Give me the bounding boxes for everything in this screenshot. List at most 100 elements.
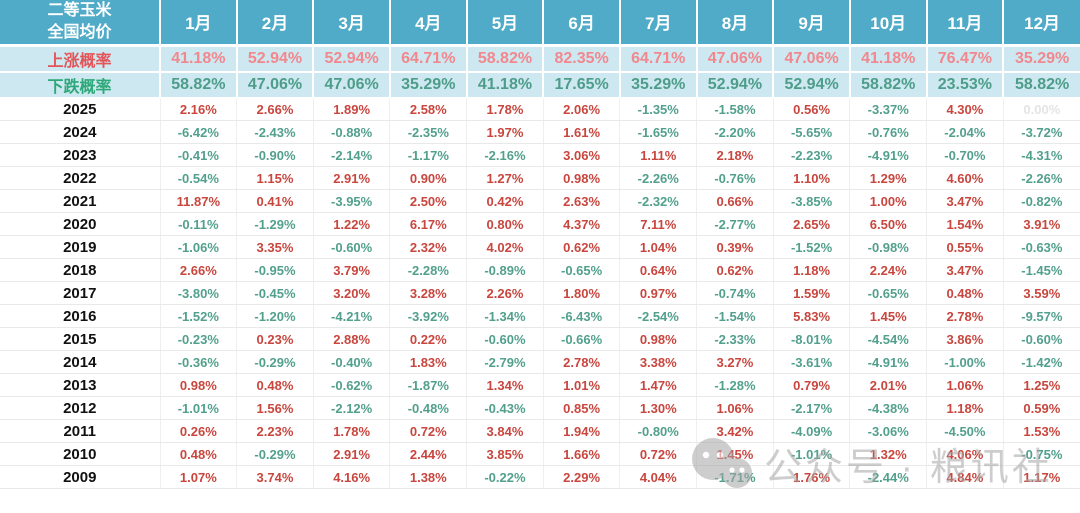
down-probability-value-m4: 35.29% [389, 71, 468, 99]
cell-2009-m3: 4.16% [313, 465, 391, 489]
year-label: 2018 [0, 258, 161, 282]
month-header-11: 11月 [926, 0, 1005, 47]
year-row-2025: 2025 2.16% 2.66% 1.89% 2.58% 1.78% 2.06% -1.35%… [0, 97, 1080, 121]
cell-2016-m6: -6.43% [543, 304, 621, 328]
cell-2022-m2: 1.15% [236, 166, 314, 190]
cell-2011-m7: -0.80% [619, 419, 698, 443]
cell-2011-m11: -4.50% [926, 419, 1004, 443]
month-header-6: 6月 [543, 0, 621, 47]
year-label: 2022 [0, 166, 161, 190]
cell-2016-m5: -1.34% [466, 304, 544, 328]
year-label: 2012 [0, 396, 161, 420]
cell-2025-m1: 2.16% [160, 97, 238, 121]
cell-2011-m6: 1.94% [543, 419, 621, 443]
down-probability-value-m12: 58.82% [1003, 71, 1080, 99]
cell-2014-m1: -0.36% [160, 350, 238, 374]
cell-2017-m12: 3.59% [1003, 281, 1080, 305]
cell-2018-m6: -0.65% [543, 258, 621, 282]
cell-2009-m4: 1.38% [389, 465, 468, 489]
year-label: 2013 [0, 373, 161, 397]
cell-2013-m3: -0.62% [313, 373, 391, 397]
cell-2016-m11: 2.78% [926, 304, 1004, 328]
cell-2010-m11: 4.06% [926, 442, 1004, 466]
cell-2021-m7: -2.32% [619, 189, 698, 213]
cell-2024-m5: 1.97% [466, 120, 544, 144]
cell-2024-m4: -2.35% [389, 120, 468, 144]
table-title-line1: 二等玉米 [47, 2, 112, 20]
cell-2010-m4: 2.44% [389, 442, 468, 466]
cell-2015-m6: -0.66% [543, 327, 621, 351]
cell-2023-m3: -2.14% [313, 143, 391, 167]
cell-2020-m11: 1.54% [926, 212, 1004, 236]
cell-2020-m5: 0.80% [466, 212, 544, 236]
cell-2018-m5: -0.89% [466, 258, 544, 282]
up-probability-value-m6: 82.35% [543, 45, 621, 73]
year-label: 2016 [0, 304, 161, 328]
year-label: 2009 [0, 465, 161, 489]
year-row-2020: 2020 -0.11% -1.29% 1.22% 6.17% 0.80% 4.37% 7.11… [0, 212, 1080, 236]
cell-2021-m4: 2.50% [389, 189, 468, 213]
cell-2021-m6: 2.63% [543, 189, 621, 213]
cell-2014-m2: -0.29% [236, 350, 314, 374]
year-label: 2011 [0, 419, 161, 443]
cell-2015-m9: -8.01% [773, 327, 851, 351]
down-probability-value-m5: 41.18% [466, 71, 545, 99]
cell-2019-m11: 0.55% [926, 235, 1004, 259]
cell-2015-m2: 0.23% [236, 327, 314, 351]
cell-2021-m1: 11.87% [160, 189, 238, 213]
cell-2014-m12: -1.42% [1003, 350, 1080, 374]
cell-2016-m2: -1.20% [236, 304, 314, 328]
cell-2018-m2: -0.95% [236, 258, 314, 282]
table-title: 二等玉米 全国均价 [0, 0, 161, 47]
cell-2011-m8: 3.42% [696, 419, 774, 443]
cell-2012-m8: 1.06% [696, 396, 774, 420]
table-title-line2: 全国均价 [47, 23, 112, 41]
up-probability-value-m3: 52.94% [313, 45, 391, 73]
cell-2009-m2: 3.74% [236, 465, 314, 489]
month-header-8: 8月 [696, 0, 775, 47]
cell-2021-m8: 0.66% [696, 189, 774, 213]
cell-2023-m6: 3.06% [543, 143, 621, 167]
up-probability-value-m4: 64.71% [389, 45, 468, 73]
year-row-2019: 2019 -1.06% 3.35% -0.60% 2.32% 4.02% 0.62% 1.04… [0, 235, 1080, 259]
cell-2011-m4: 0.72% [389, 419, 468, 443]
cell-2012-m4: -0.48% [389, 396, 468, 420]
cell-2024-m1: -6.42% [160, 120, 238, 144]
cell-2018-m10: 2.24% [849, 258, 928, 282]
cell-2023-m9: -2.23% [773, 143, 851, 167]
year-row-2023: 2023 -0.41% -0.90% -2.14% -1.17% -2.16% 3.06% 1… [0, 143, 1080, 167]
cell-2020-m3: 1.22% [313, 212, 391, 236]
month-header-2: 2月 [236, 0, 315, 47]
cell-2010-m2: -0.29% [236, 442, 314, 466]
cell-2010-m1: 0.48% [160, 442, 238, 466]
year-row-2024: 2024 -6.42% -2.43% -0.88% -2.35% 1.97% 1.61% -1… [0, 120, 1080, 144]
cell-2023-m7: 1.11% [619, 143, 698, 167]
cell-2011-m1: 0.26% [160, 419, 238, 443]
cell-2019-m6: 0.62% [543, 235, 621, 259]
cell-2016-m12: -9.57% [1003, 304, 1080, 328]
up-probability-label: 上涨概率 [0, 45, 161, 73]
cell-2012-m7: 1.30% [619, 396, 698, 420]
month-header-5: 5月 [466, 0, 545, 47]
cell-2018-m7: 0.64% [619, 258, 698, 282]
cell-2013-m5: 1.34% [466, 373, 544, 397]
year-row-2009: 2009 1.07% 3.74% 4.16% 1.38% -0.22% 2.29% 4.04%… [0, 465, 1080, 489]
cell-2024-m8: -2.20% [696, 120, 774, 144]
cell-2020-m12: 3.91% [1003, 212, 1080, 236]
cell-2015-m4: 0.22% [389, 327, 468, 351]
down-probability-value-m3: 47.06% [313, 71, 391, 99]
cell-2020-m2: -1.29% [236, 212, 314, 236]
cell-2012-m10: -4.38% [849, 396, 928, 420]
cell-2024-m12: -3.72% [1003, 120, 1080, 144]
down-probability-value-m7: 35.29% [619, 71, 698, 99]
year-label: 2021 [0, 189, 161, 213]
cell-2020-m8: -2.77% [696, 212, 774, 236]
down-probability-value-m6: 17.65% [543, 71, 621, 99]
year-row-2012: 2012 -1.01% 1.56% -2.12% -0.48% -0.43% 0.85% 1.… [0, 396, 1080, 420]
month-header-4: 4月 [389, 0, 468, 47]
cell-2017-m5: 2.26% [466, 281, 544, 305]
cell-2015-m5: -0.60% [466, 327, 544, 351]
cell-2014-m11: -1.00% [926, 350, 1004, 374]
up-probability-value-m1: 41.18% [160, 45, 238, 73]
cell-2025-m6: 2.06% [543, 97, 621, 121]
